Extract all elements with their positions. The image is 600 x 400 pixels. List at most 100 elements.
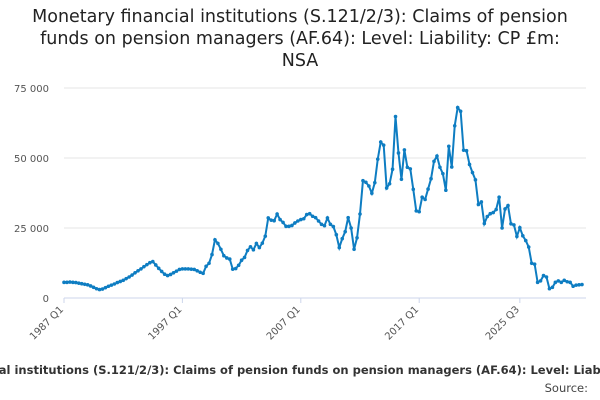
data-point — [506, 203, 510, 208]
data-point — [426, 187, 430, 191]
x-tick-label: 2007 Q1 — [265, 304, 303, 342]
data-point — [301, 216, 306, 221]
data-point — [405, 165, 410, 170]
data-point — [355, 236, 359, 240]
data-point — [239, 258, 244, 263]
data-point — [390, 167, 395, 171]
data-point — [207, 261, 211, 266]
data-point — [523, 238, 528, 243]
data-point — [325, 216, 330, 220]
data-point — [278, 217, 282, 222]
data-point — [97, 287, 102, 292]
data-point — [227, 257, 232, 261]
data-point — [159, 269, 164, 274]
data-point — [290, 223, 294, 228]
data-point — [266, 216, 271, 220]
data-point — [367, 184, 371, 188]
data-point — [62, 280, 66, 285]
data-point — [526, 245, 531, 249]
data-point — [461, 148, 466, 152]
data-point — [230, 267, 235, 271]
data-point — [417, 209, 422, 214]
series-line — [64, 105, 583, 291]
data-point — [544, 275, 549, 279]
footer-caption: Monetary financial institutions (S.121/2… — [0, 363, 600, 377]
data-point — [299, 217, 303, 222]
data-point — [512, 223, 516, 227]
data-point — [100, 287, 105, 291]
data-point — [213, 237, 217, 242]
data-point — [245, 248, 250, 253]
data-point — [559, 280, 564, 285]
data-point — [251, 248, 256, 252]
source-label: Source: — [544, 381, 588, 395]
data-point — [509, 222, 513, 226]
data-point — [257, 245, 262, 250]
data-point — [275, 212, 279, 216]
data-point — [541, 273, 546, 278]
data-point — [136, 269, 140, 273]
data-point — [441, 171, 445, 176]
data-point — [565, 279, 569, 284]
data-point — [485, 214, 490, 219]
data-point — [260, 241, 265, 245]
data-point — [118, 279, 123, 284]
data-point — [396, 151, 401, 155]
data-point — [219, 247, 223, 252]
data-point — [568, 280, 572, 285]
y-tick-label: 0 — [43, 294, 49, 305]
data-point — [124, 276, 128, 281]
data-point — [414, 209, 419, 213]
data-point — [296, 219, 300, 223]
data-point — [438, 165, 442, 170]
data-point — [319, 222, 324, 227]
data-point — [142, 264, 146, 269]
data-point — [538, 279, 543, 283]
x-tick-label: 2025 Q3 — [484, 304, 522, 342]
data-point — [467, 162, 472, 167]
data-point — [263, 234, 268, 238]
y-axis-ticks: 0 25 000 50 000 75 000 — [14, 84, 49, 305]
data-point — [204, 264, 208, 269]
data-point — [156, 266, 161, 271]
data-point — [556, 279, 561, 283]
data-point — [518, 225, 522, 230]
data-point — [103, 285, 108, 290]
data-point — [515, 234, 519, 239]
data-point — [65, 280, 69, 285]
data-point — [482, 221, 487, 226]
data-point — [384, 186, 389, 190]
y-tick-label: 75 000 — [14, 84, 49, 95]
data-point — [378, 140, 383, 144]
data-point — [68, 280, 72, 284]
data-point — [242, 255, 247, 260]
data-point — [361, 178, 365, 183]
data-point — [281, 220, 285, 225]
data-point — [151, 259, 155, 264]
data-point — [133, 271, 137, 275]
gridlines — [64, 87, 586, 229]
data-point — [491, 210, 496, 215]
data-point — [373, 180, 377, 185]
data-point — [455, 105, 460, 110]
data-point — [393, 114, 398, 119]
x-tick-label: 1987 Q1 — [28, 304, 66, 342]
data-point — [464, 148, 469, 153]
data-point — [153, 263, 158, 267]
data-point — [121, 278, 125, 283]
data-point — [503, 207, 507, 211]
data-point — [535, 280, 540, 285]
data-point — [248, 244, 253, 249]
data-point — [313, 215, 318, 220]
data-point — [331, 224, 336, 229]
data-point — [189, 267, 194, 271]
data-point — [177, 267, 182, 272]
data-point — [402, 148, 407, 152]
data-point — [429, 176, 433, 181]
data-point — [222, 253, 226, 258]
x-tick-label: 2017 Q1 — [383, 304, 421, 342]
data-point — [109, 283, 114, 287]
data-point — [180, 267, 185, 271]
data-point — [447, 144, 451, 149]
data-point — [346, 215, 350, 220]
